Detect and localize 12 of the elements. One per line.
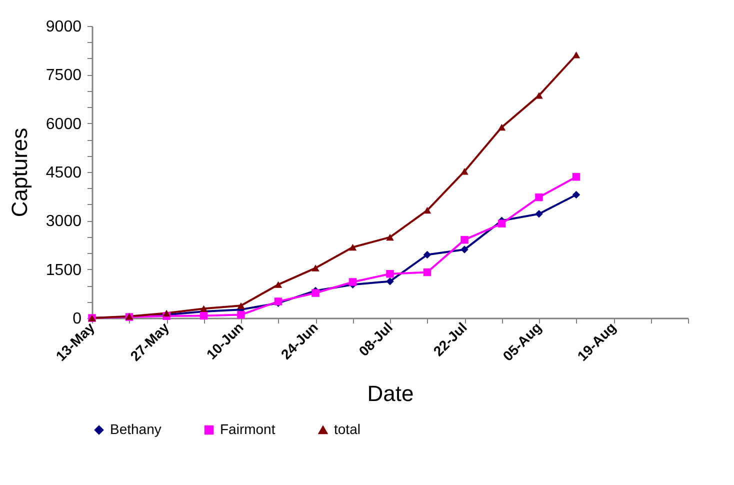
legend-label: Fairmont xyxy=(220,421,276,437)
y-tick-label: 4500 xyxy=(46,164,82,182)
y-axis-title: Captures xyxy=(6,128,32,218)
legend-label: total xyxy=(334,421,360,437)
y-tick-label: 7500 xyxy=(46,67,82,84)
x-axis-title: Date xyxy=(367,381,414,406)
y-tick-label: 6000 xyxy=(46,116,82,133)
y-tick-label: 0 xyxy=(72,310,82,328)
legend-label: Bethany xyxy=(110,421,162,437)
y-tick-label: 3000 xyxy=(46,213,82,230)
y-tick-label: 9000 xyxy=(46,18,82,36)
y-tick-label: 1500 xyxy=(46,262,82,279)
